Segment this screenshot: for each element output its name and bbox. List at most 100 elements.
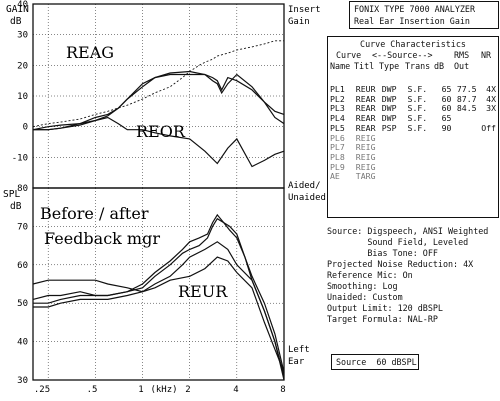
x-tick-label: .25: [34, 385, 50, 395]
curve-cell-db: 90: [441, 122, 452, 133]
curve-row-ae: AE TARG: [330, 172, 498, 182]
source-level-box: Source 60 dBSPL: [331, 354, 419, 370]
curve-cell-trans: S.F.: [407, 103, 428, 114]
x-tick-label: .5: [87, 385, 98, 395]
y-tick-label: 0: [23, 123, 28, 133]
series-line-2-2: [32, 217, 285, 373]
curve-table-header-name: Name: [330, 61, 351, 71]
curve-cell-out: 84.5: [456, 103, 477, 114]
curve-cell-nr: [479, 163, 498, 173]
curve-cell-db: [437, 134, 454, 144]
curve-cell-type: [382, 163, 408, 173]
curve-cell-trans: S.F.: [407, 122, 428, 133]
y-tick-label: 30: [17, 376, 28, 386]
curve-cell-titl: REIG: [355, 151, 376, 162]
y-tick-label: 50: [17, 299, 28, 309]
curve-table: PL1 REUR DWP S.F. 65 77.5 4X PL2 REAR DWP S.F. 60 87…: [330, 84, 498, 182]
y-tick-label: 30: [17, 31, 28, 41]
curve-cell-nr: 3X: [486, 103, 496, 114]
curve-cell-trans: S.F.: [407, 93, 428, 104]
curve-cell-titl: REIG: [355, 132, 376, 143]
curve-table-header-titl: Titl: [354, 61, 375, 71]
left-ear-label: Left: [288, 345, 310, 355]
annotation-reag: REAG: [66, 43, 114, 62]
setting-line: Unaided: Custom: [327, 292, 403, 302]
curve-cell-nr: [479, 143, 498, 153]
setting-line: Sound Field, Leveled: [327, 237, 469, 247]
series-line-2-4: [32, 256, 285, 373]
curve-cell-db: 65: [441, 84, 452, 94]
curve-cell-trans: S.F.: [407, 84, 428, 94]
y-tick-label: 40: [17, 338, 28, 348]
curve-cell-db: 60: [441, 103, 452, 114]
series-line-1-1: [32, 40, 284, 128]
curve-cell-titl: REAR: [355, 113, 376, 124]
curve-row-pl8: PL8 REIG: [330, 151, 498, 163]
curve-cell-titl: REAR: [355, 93, 376, 104]
curve-cell-out: [453, 153, 478, 163]
curve-cell-name: PL2: [330, 93, 345, 104]
curve-cell-type: [382, 172, 408, 182]
insert-gain-label: Gain: [288, 17, 310, 27]
curve-cell-type: DWP: [381, 93, 397, 104]
curve-cell-db: [437, 143, 454, 153]
curve-cell-type: [382, 153, 408, 163]
curve-row-pl9: PL9 REIG: [330, 162, 498, 173]
curve-cell-out: 87.7: [456, 93, 477, 104]
setting-line: Bias Tone: OFF: [327, 248, 438, 258]
curve-cell-trans: [408, 134, 437, 144]
curve-table-header-curve: Curve: [336, 50, 362, 60]
curve-cell-name: PL6: [330, 132, 345, 143]
curve-cell-db: 65: [441, 113, 452, 124]
curve-cell-out: [453, 163, 478, 173]
curve-cell-nr: Off: [481, 122, 496, 133]
curve-table-header-out: Out: [454, 61, 470, 71]
gain-axis-title: GAIN: [6, 4, 29, 15]
curve-cell-out: [453, 143, 478, 153]
curve-cell-trans: [408, 153, 437, 163]
spl-axis-title: SPL: [3, 189, 20, 200]
curve-row-pl5: PL5 REAR PSP S.F. 90 Off: [330, 122, 498, 134]
x-tick-label: 4: [233, 385, 238, 395]
setting-line: Smoothing: Log: [327, 281, 398, 291]
curve-cell-trans: [408, 172, 437, 182]
curve-cell-titl: REAR: [355, 103, 376, 114]
curve-table-header-source: <--Source-->: [372, 50, 433, 60]
curve-cell-trans: [408, 163, 437, 173]
analyzer-header-box: FONIX TYPE 7000 ANALYZER Real Ear Insert…: [349, 1, 499, 29]
series-line-1-4: [32, 116, 285, 168]
aided-unaided-label: Aided/: [288, 181, 321, 191]
curve-cell-nr: 4X: [486, 84, 496, 94]
annotation-reor: REOR: [136, 122, 186, 141]
curve-cell-type: [382, 134, 408, 144]
curve-cell-name: AE: [330, 171, 340, 182]
setting-line: Projected Noise Reduction: 4X: [327, 259, 474, 269]
curve-table-header-rms: RMS: [454, 50, 470, 60]
x-tick-label: (kHz): [150, 385, 177, 395]
y-tick-label: 70: [17, 222, 28, 232]
x-tick-label: 2: [185, 385, 190, 395]
curve-cell-titl: TARG: [355, 171, 376, 182]
test-settings: Source: Digspeech, ANSI Weighted Sound F…: [327, 226, 488, 325]
curve-cell-db: [437, 153, 454, 163]
y-tick-label: 10: [17, 92, 28, 102]
y-tick-label: 80: [17, 184, 28, 194]
left-ear-label: Ear: [288, 357, 305, 367]
curve-cell-titl: REIG: [355, 142, 376, 153]
spl-axis-unit: dB: [10, 201, 22, 212]
series-line-1-2: [33, 70, 285, 131]
series-line-1-3: [33, 73, 285, 131]
curve-cell-name: PL7: [330, 142, 345, 153]
curve-table-header-type: Type: [379, 61, 400, 71]
curve-cell-type: PSP: [381, 122, 397, 133]
setting-line: Output Limit: 120 dBSPL: [327, 303, 443, 313]
curve-row-pl2: PL2 REAR DWP S.F. 60 87.7 4X: [330, 93, 498, 105]
analyzer-subtitle: Real Ear Insertion Gain: [354, 16, 470, 26]
curve-cell-name: PL1: [330, 84, 345, 94]
curve-row-pl1: PL1 REUR DWP S.F. 65 77.5 4X: [330, 84, 498, 95]
curve-cell-nr: 4X: [486, 93, 496, 104]
annotation-before-after: Before / after: [40, 204, 149, 223]
curve-cell-nr: [479, 153, 498, 163]
setting-line: Target Formula: NAL-RP: [327, 314, 438, 324]
curve-cell-titl: REUR: [355, 84, 376, 94]
